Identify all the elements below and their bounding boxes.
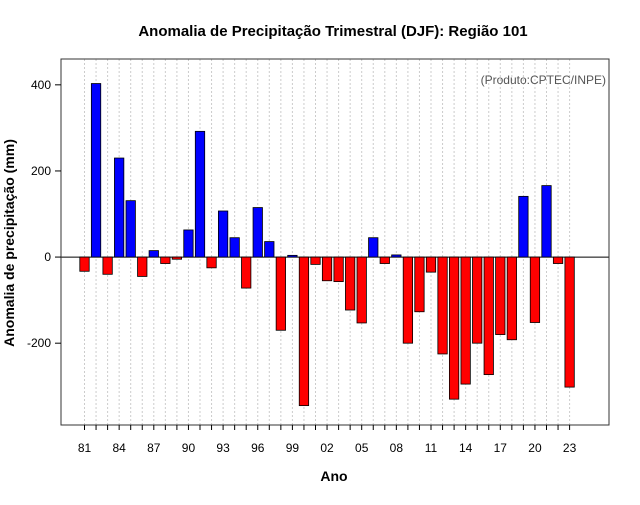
bar — [448, 256, 460, 400]
bar — [137, 256, 148, 277]
bar — [90, 83, 102, 258]
plot-area: -200 0 200 400 81 84 87 90 93 96 99 02 05 08 11 14 17 20 2… — [27, 58, 610, 455]
bar — [379, 256, 390, 264]
bar — [287, 254, 298, 258]
bar — [460, 256, 471, 385]
bar — [472, 256, 483, 344]
bar — [368, 237, 379, 258]
chart-title: Anomalia de Precipitação Trimestral (DJF… — [138, 23, 527, 40]
grid-lines — [84, 59, 571, 425]
bar — [114, 157, 125, 258]
y-tick-label: -200 — [27, 336, 51, 350]
x-tick-label: 81 — [78, 441, 92, 455]
bar — [483, 256, 494, 376]
y-axis: -200 0 200 400 — [27, 78, 61, 350]
bar — [217, 210, 229, 258]
bar-series — [79, 83, 575, 407]
bar — [506, 256, 517, 341]
bar — [552, 256, 564, 264]
bar — [425, 256, 437, 273]
bar — [298, 256, 310, 407]
x-tick-label: 17 — [494, 441, 508, 455]
y-tick-label: 200 — [31, 164, 51, 178]
bar — [125, 200, 136, 258]
bar — [345, 256, 356, 311]
bar — [391, 254, 402, 258]
x-tick-label: 02 — [320, 441, 334, 455]
bar — [171, 256, 182, 260]
x-tick-label: 08 — [390, 441, 404, 455]
x-tick-label: 20 — [528, 441, 542, 455]
y-axis-title: Anomalia de precipitação (mm) — [1, 139, 17, 347]
bar — [194, 130, 206, 258]
bar — [414, 256, 425, 313]
x-axis-title: Ano — [320, 468, 347, 484]
bar — [148, 250, 159, 258]
bar — [79, 256, 90, 272]
x-tick-label: 90 — [182, 441, 196, 455]
bar — [102, 256, 113, 275]
bar — [252, 207, 263, 258]
bar — [160, 256, 171, 264]
bar — [402, 256, 414, 344]
x-tick-label: 87 — [147, 441, 161, 455]
credit-annotation: (Produto:CPTEC/INPE) — [481, 73, 606, 87]
y-tick-label: 400 — [31, 78, 51, 92]
bar — [241, 256, 252, 289]
bar — [495, 256, 506, 335]
x-tick-label: 96 — [251, 441, 265, 455]
bar — [310, 256, 321, 265]
bar — [541, 185, 552, 258]
x-tick-label: 14 — [459, 441, 473, 455]
x-tick-label: 99 — [286, 441, 300, 455]
plot-frame — [60, 58, 610, 426]
bar — [275, 256, 286, 331]
bar — [529, 256, 541, 323]
bar — [229, 237, 240, 258]
bar — [437, 256, 448, 355]
y-tick-label: 0 — [44, 250, 51, 264]
bar — [518, 195, 529, 258]
bar — [264, 241, 275, 258]
bar — [356, 256, 367, 324]
x-tick-label: 11 — [425, 441, 438, 455]
x-tick-label: 93 — [216, 441, 230, 455]
bar — [333, 256, 344, 283]
x-tick-label: 84 — [112, 441, 126, 455]
x-tick-label: 23 — [563, 441, 577, 455]
bar — [564, 256, 575, 388]
x-tick-label: 05 — [355, 441, 369, 455]
bar — [206, 256, 217, 269]
x-axis: 81 84 87 90 93 96 99 02 05 08 11 14 17 20 23 — [78, 425, 577, 455]
bar — [183, 229, 194, 258]
bar — [321, 256, 333, 282]
